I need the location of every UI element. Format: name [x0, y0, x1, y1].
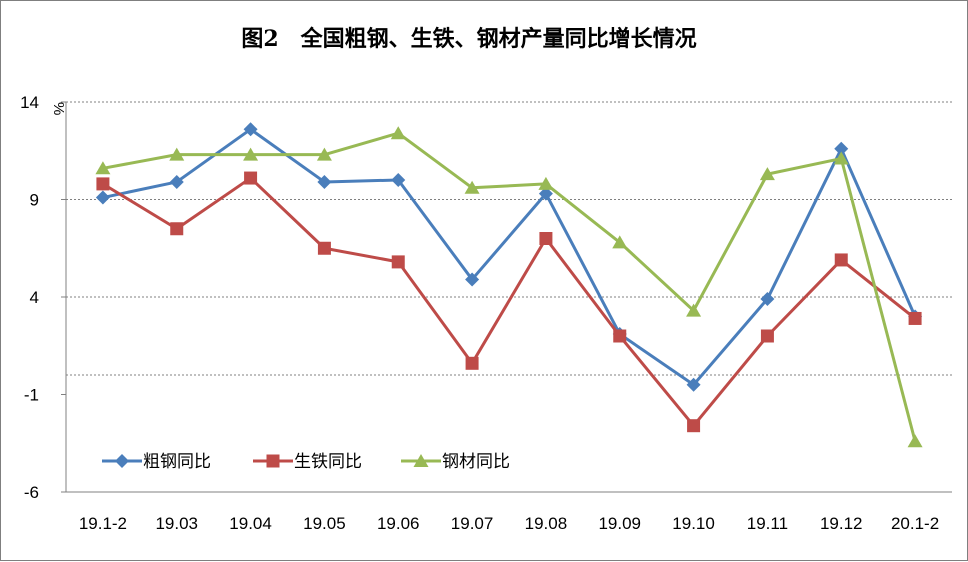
y-tick-label: 4	[30, 288, 39, 307]
data-point	[833, 151, 849, 165]
series-line	[102, 176, 917, 428]
data-point	[760, 329, 774, 343]
data-point	[834, 253, 848, 267]
y-tick-label: -1	[24, 386, 39, 405]
x-tick-label: 19.09	[598, 514, 641, 533]
series-group	[95, 122, 923, 448]
data-point	[317, 174, 332, 189]
data-point	[908, 311, 922, 325]
x-tick-label: 19.03	[155, 514, 198, 533]
y-tick-label: 9	[30, 191, 39, 210]
series-line	[102, 127, 917, 387]
y-tick-labels: -6 -1 4 9 14	[20, 93, 66, 502]
chart-title: 图2 全国粗钢、生铁、钢材产量同比增长情况	[241, 26, 696, 52]
data-point	[613, 329, 627, 343]
data-point	[759, 167, 775, 181]
data-point	[96, 177, 110, 191]
legend-marker	[115, 454, 129, 468]
data-point	[316, 147, 332, 161]
x-tick-label: 19.1-2	[79, 514, 127, 533]
x-tick-label: 19.04	[229, 514, 272, 533]
legend-label: 生铁同比	[294, 452, 362, 472]
data-point	[834, 141, 849, 156]
legend-label: 钢材同比	[442, 452, 510, 472]
x-tick-label: 19.06	[377, 514, 420, 533]
data-point	[686, 303, 702, 317]
x-tick-label: 19.07	[451, 514, 494, 533]
data-point	[390, 126, 406, 140]
legend: 粗钢同比 生铁同比 钢材同比	[102, 452, 510, 472]
data-point	[391, 173, 406, 187]
data-point	[169, 174, 184, 189]
data-point	[95, 190, 110, 205]
legend-label: 粗钢同比	[143, 452, 211, 472]
y-tick-label: 14	[20, 93, 39, 112]
series-1	[96, 171, 922, 433]
data-point	[539, 232, 553, 245]
series-line	[102, 131, 917, 442]
legend-item: 生铁同比	[253, 452, 362, 472]
data-point	[95, 161, 111, 175]
series-2	[95, 126, 923, 448]
data-point	[686, 377, 701, 392]
x-tick-label: 20.1-2	[891, 514, 939, 533]
data-point	[169, 147, 185, 161]
y-unit-label: %	[50, 102, 67, 115]
x-tick-label: 19.05	[303, 514, 346, 533]
series-0	[95, 122, 923, 392]
legend-marker	[413, 454, 429, 467]
data-point	[391, 255, 405, 269]
data-point	[244, 171, 258, 185]
legend-item: 粗钢同比	[102, 452, 211, 472]
x-tick-label: 19.10	[672, 514, 715, 533]
x-tick-labels: 19.1-2 19.03 19.04 19.05 19.06 19.07 19.08 19.0…	[79, 514, 939, 533]
data-point	[170, 222, 184, 236]
legend-marker	[266, 454, 280, 468]
data-point	[538, 176, 554, 190]
data-point	[464, 180, 480, 194]
data-point	[465, 272, 480, 287]
legend-item: 钢材同比	[401, 452, 510, 472]
data-point	[687, 419, 701, 433]
y-tick-label: -6	[24, 483, 39, 502]
data-point	[538, 186, 553, 201]
x-tick-label: 19.11	[747, 514, 788, 533]
x-tick-label: 19.12	[820, 514, 863, 533]
data-point	[612, 235, 628, 249]
data-point	[243, 147, 259, 161]
data-point	[465, 356, 479, 370]
data-point	[317, 241, 331, 255]
x-tick-label: 19.08	[525, 514, 568, 533]
data-point	[760, 291, 775, 306]
data-point	[907, 434, 923, 448]
data-point	[243, 122, 258, 137]
